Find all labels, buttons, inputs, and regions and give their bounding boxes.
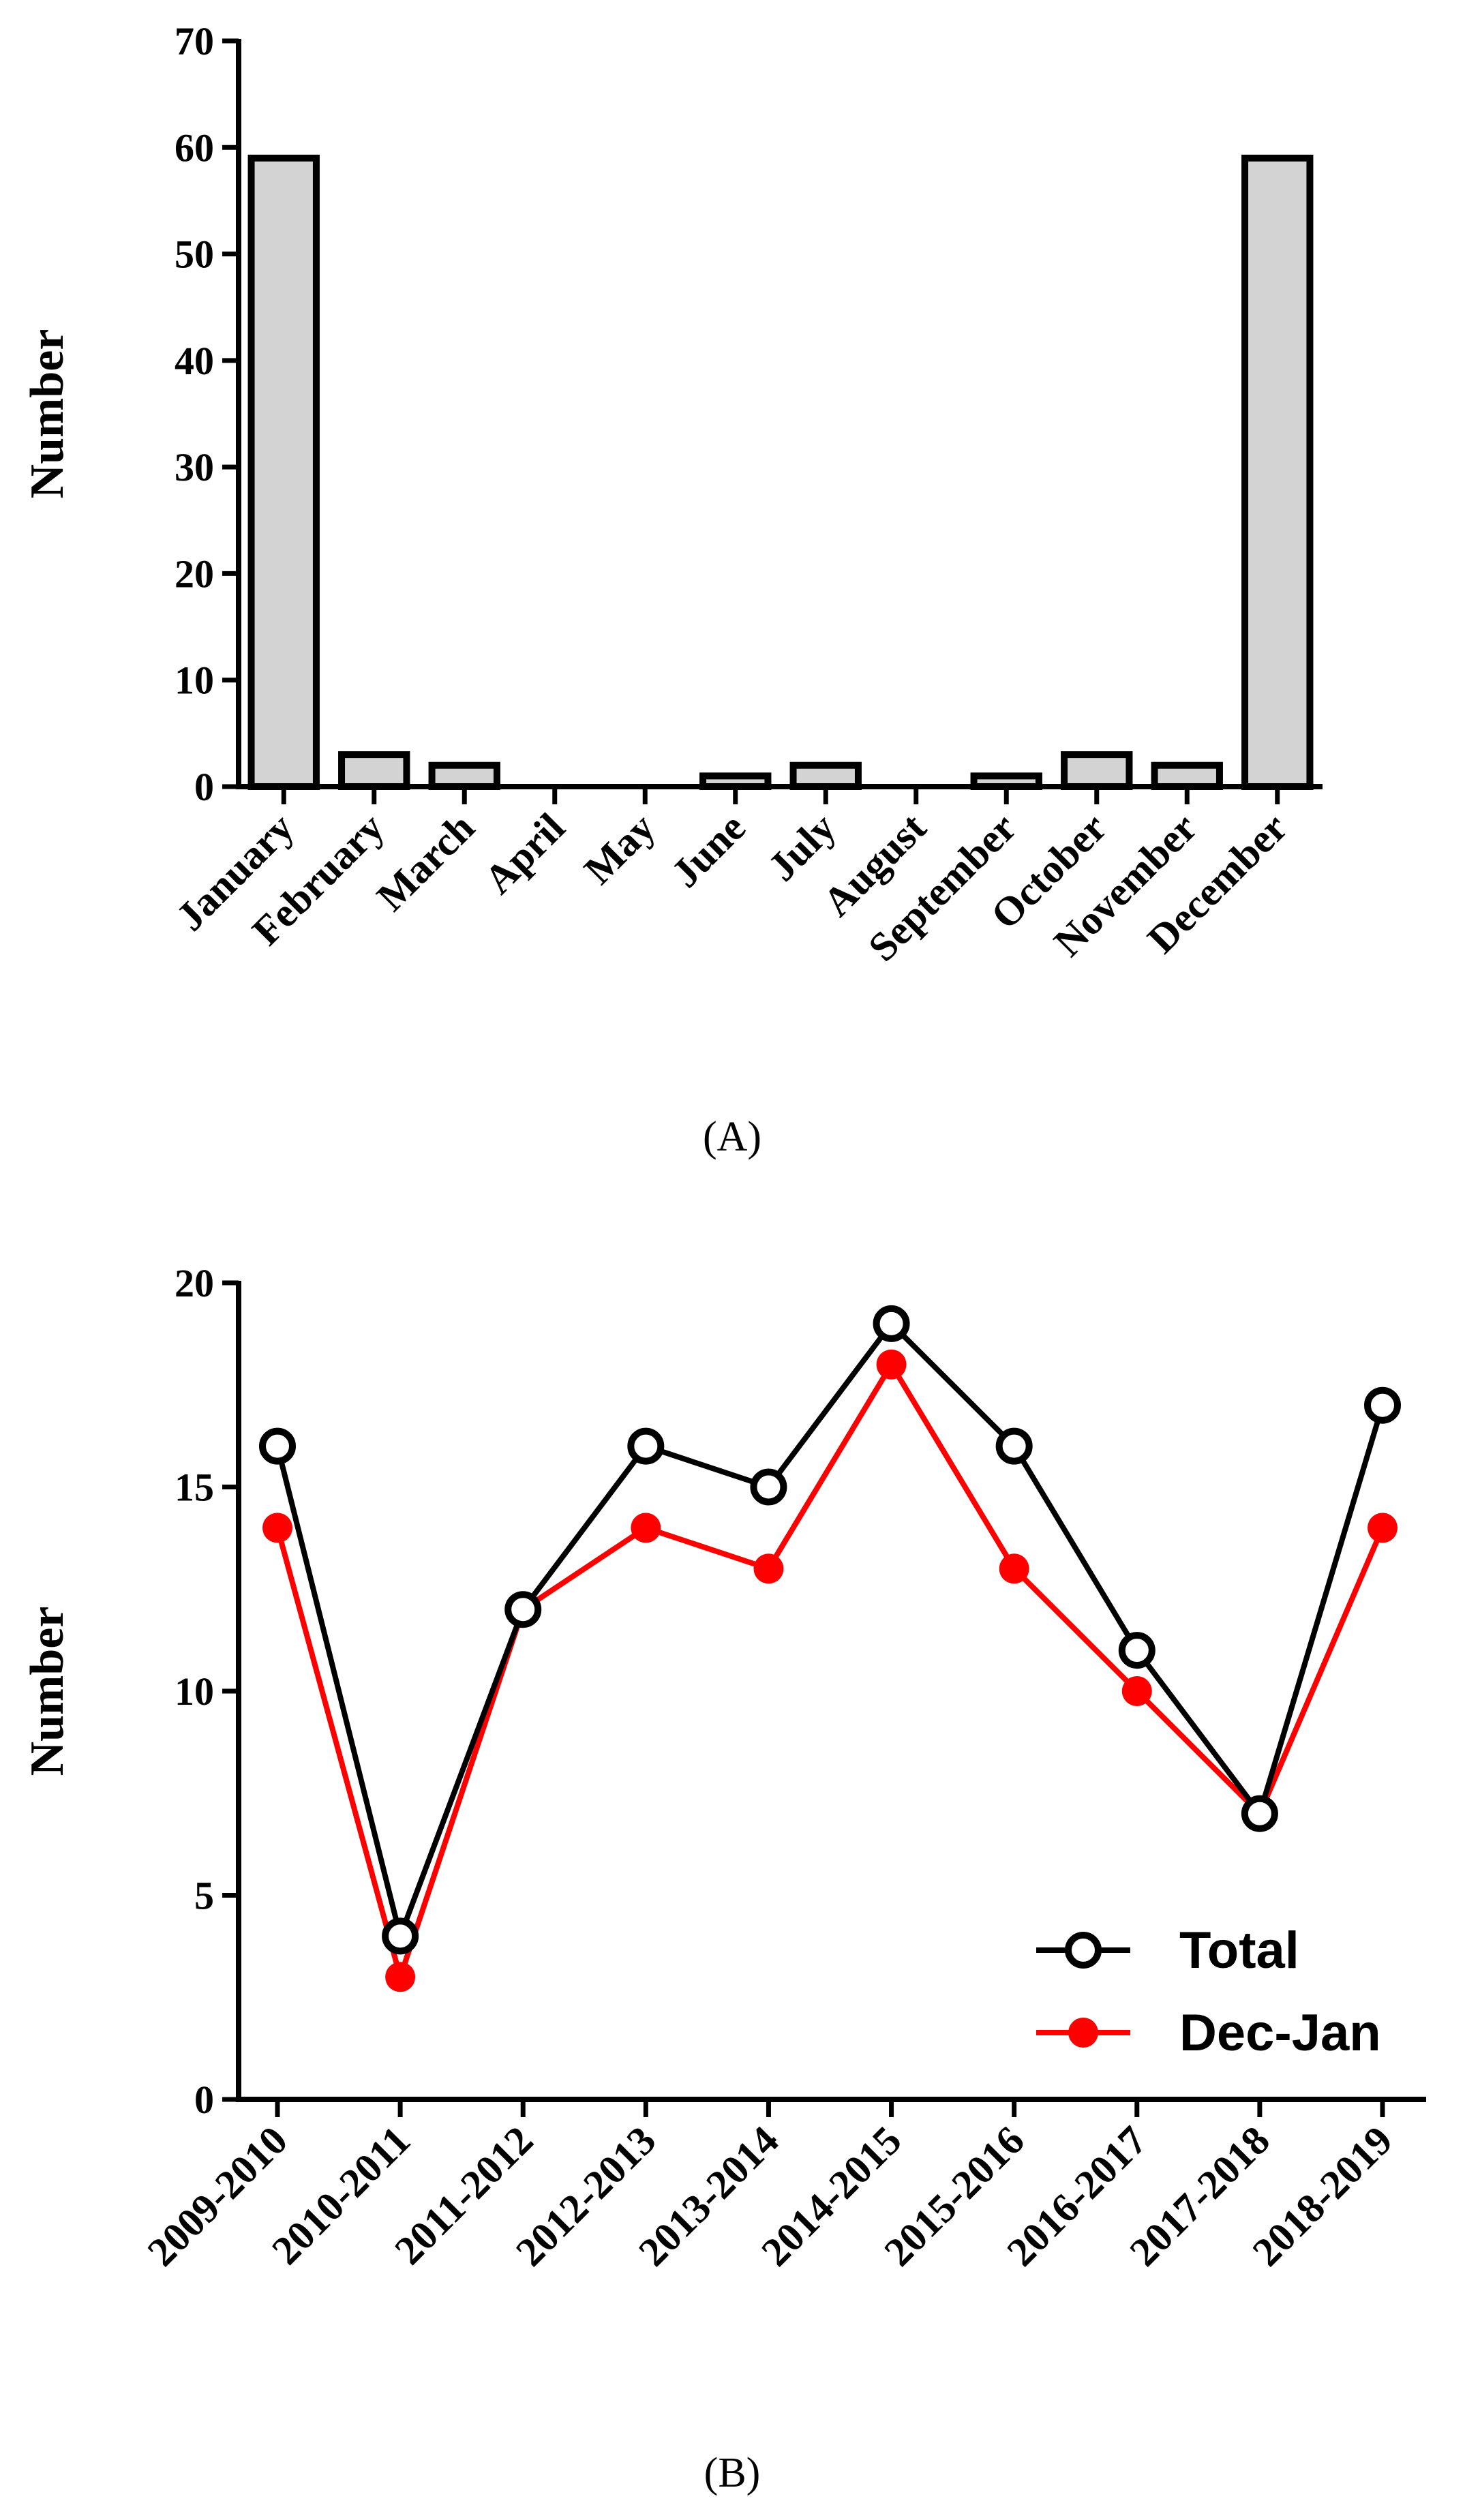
x-tick-label: March: [368, 805, 483, 920]
data-point: [385, 1962, 416, 1992]
panel-label-b: (B): [704, 2450, 761, 2496]
bar-february: [338, 751, 410, 790]
bar-january: [247, 154, 320, 790]
y-tick-label: 50: [175, 232, 214, 277]
data-point: [750, 1468, 787, 1506]
data-point: [259, 1427, 296, 1465]
y-tick-label: 60: [175, 125, 214, 170]
line-chart-panel-b: 0 5 10 15 20 2009-20102010-20112011-20122012…: [21, 1261, 1426, 2496]
y-tick-label: 0: [194, 765, 214, 809]
x-tick-label: May: [575, 805, 663, 893]
data-point: [382, 1917, 419, 1955]
data-point: [504, 1591, 542, 1628]
series-group: [259, 1305, 1401, 1992]
bars: [247, 154, 1314, 804]
y-axis-title: Number: [21, 329, 74, 499]
data-point: [1368, 1513, 1398, 1543]
y-tick-label: 70: [175, 19, 214, 63]
data-point: [627, 1427, 665, 1465]
legend-label: Dec-Jan: [1179, 2004, 1381, 2062]
panel-label-a: (A): [703, 1114, 761, 1160]
legend: Total Dec-Jan: [1036, 1922, 1381, 2062]
x-tick-label: April: [476, 805, 573, 902]
legend-label: Total: [1179, 1922, 1299, 1979]
series-dec-jan: [262, 1349, 1398, 1992]
y-tick-label: 15: [175, 1466, 214, 1510]
data-point: [753, 1553, 784, 1584]
x-tick-labels: 2009-20102010-20112011-20122012-20132013…: [139, 2118, 1402, 2275]
data-point: [1364, 1386, 1401, 1424]
y-axis-ticks: 0 5 10 15 20: [175, 1261, 1385, 2122]
y-tick-label: 10: [175, 1669, 214, 1714]
y-tick-label: 40: [175, 339, 214, 383]
data-point: [262, 1513, 292, 1543]
y-axis-ticks: 0 10 20 30 40 50 60 70: [175, 19, 239, 809]
y-tick-label: 20: [175, 551, 214, 596]
bar-october: [1061, 751, 1133, 790]
series-line: [275, 1361, 1385, 1980]
data-point: [999, 1553, 1029, 1584]
y-tick-label: 10: [175, 658, 214, 703]
y-tick-label: 5: [194, 1874, 214, 1918]
bar-chart-panel-a: 0 10 20 30 40 50 60 70 JanuaryFebruaryMarchApri…: [21, 19, 1323, 1160]
data-point: [631, 1513, 661, 1543]
data-point: [995, 1427, 1033, 1465]
y-tick-label: 20: [175, 1261, 214, 1305]
y-tick-label: 30: [175, 445, 214, 489]
y-tick-label: 0: [194, 2078, 214, 2122]
data-point: [1121, 1676, 1152, 1706]
legend-marker: [1065, 1932, 1102, 1969]
y-axis-title: Number: [21, 1607, 74, 1776]
bar-july: [789, 761, 862, 790]
legend-marker: [1068, 2018, 1098, 2048]
bar-november: [1151, 761, 1223, 790]
data-point: [873, 1305, 910, 1342]
bar-december: [1241, 154, 1314, 790]
data-point: [1118, 1632, 1156, 1669]
legend-entry-dec-jan: Dec-Jan: [1036, 2004, 1381, 2062]
x-tick-label: June: [663, 805, 754, 896]
series-line: [275, 1320, 1385, 1939]
data-point: [1241, 1795, 1278, 1832]
bar-march: [428, 761, 500, 790]
legend-entry-total: Total: [1036, 1922, 1299, 1979]
data-point: [876, 1349, 907, 1380]
series-total: [259, 1305, 1401, 1955]
